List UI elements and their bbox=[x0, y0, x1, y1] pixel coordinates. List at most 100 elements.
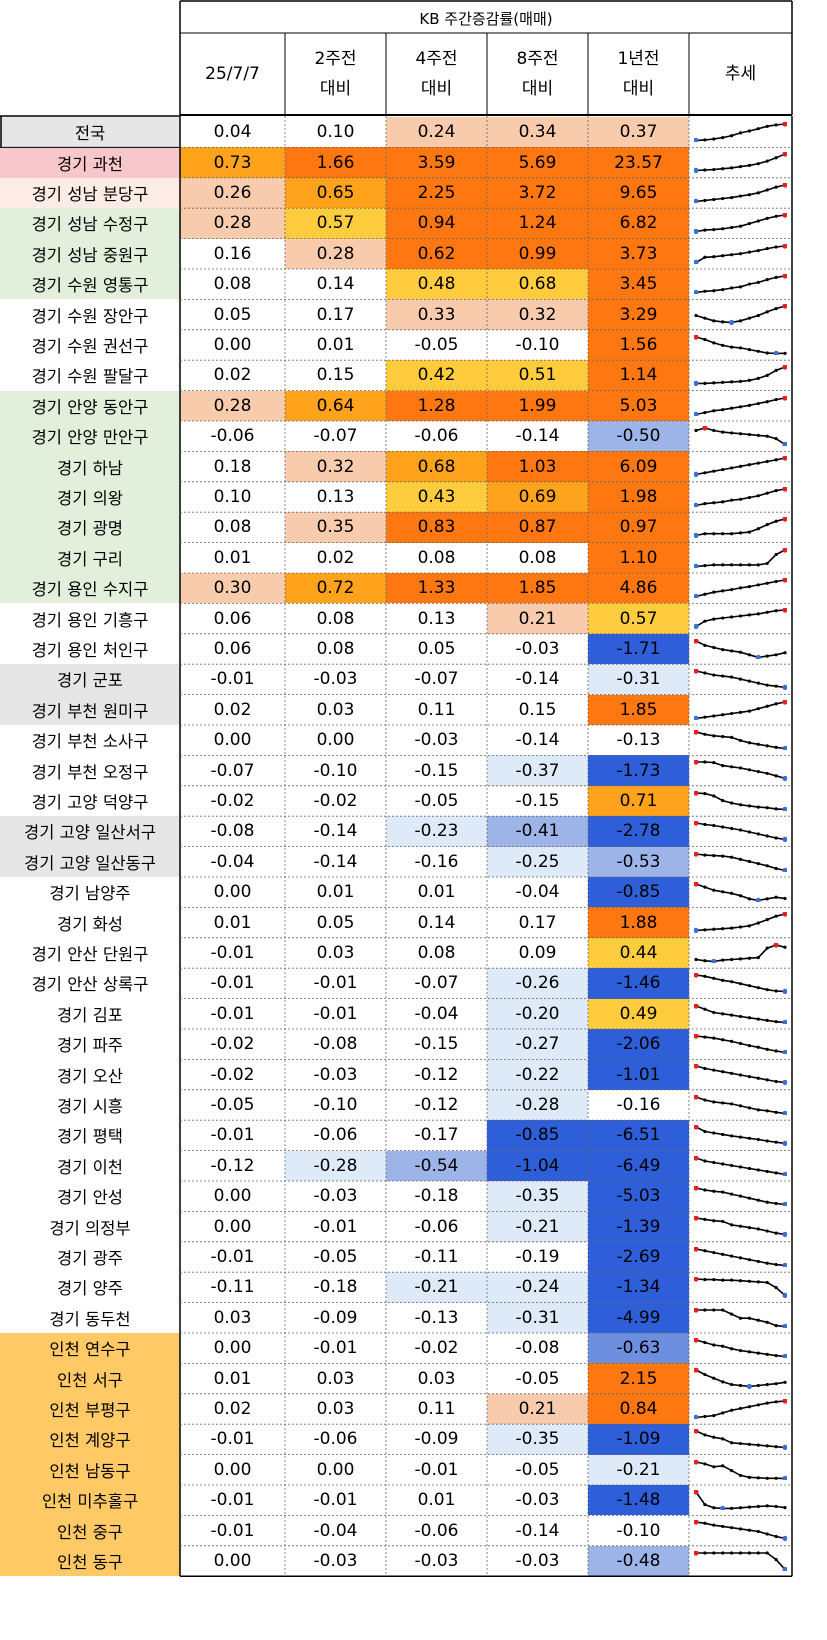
trend-point bbox=[712, 168, 716, 172]
trend-point bbox=[774, 275, 778, 279]
trend-min-marker bbox=[694, 502, 699, 508]
trend-point bbox=[703, 671, 707, 675]
trend-point bbox=[730, 252, 734, 256]
trend-point bbox=[774, 774, 778, 778]
trend-sparkline bbox=[694, 669, 787, 690]
trend-line bbox=[695, 1156, 786, 1175]
trend-point bbox=[703, 1340, 707, 1345]
value-1y: -2.78 bbox=[588, 816, 689, 847]
value-2w: 0.10 bbox=[316, 122, 355, 143]
region-name: 경기 용인 기흥구 bbox=[31, 610, 149, 630]
trend-line bbox=[696, 366, 786, 385]
value-8w: -0.08 bbox=[515, 1338, 560, 1359]
trend-max-marker bbox=[694, 669, 699, 674]
trend-point bbox=[738, 224, 743, 228]
trend-point bbox=[730, 1383, 734, 1387]
region-name: 경기 부천 오정구 bbox=[31, 762, 149, 782]
trend-point bbox=[747, 250, 751, 254]
trend-point bbox=[774, 488, 778, 492]
trend-point bbox=[703, 958, 707, 963]
trend-point bbox=[694, 169, 698, 173]
trend-sparkline bbox=[694, 517, 787, 538]
trend-point bbox=[783, 578, 787, 582]
value-8w: 1.85 bbox=[487, 573, 588, 604]
value-8w: -0.05 bbox=[515, 1459, 560, 1480]
trend-min-marker bbox=[782, 1019, 787, 1024]
region-name: 인천 연수구 bbox=[0, 1333, 180, 1364]
trend-point bbox=[783, 487, 787, 491]
value-8w: -0.14 bbox=[515, 730, 560, 751]
trend-point bbox=[756, 401, 760, 405]
trend-min-marker bbox=[746, 1384, 752, 1389]
value-latest: 0.06 bbox=[213, 638, 252, 659]
trend-max-marker bbox=[694, 1338, 699, 1343]
trend-point bbox=[703, 532, 707, 536]
value-1y: -0.53 bbox=[588, 846, 689, 877]
trend-point bbox=[774, 1170, 778, 1175]
value-2w: 0.72 bbox=[285, 573, 386, 604]
trend-point bbox=[765, 1504, 769, 1508]
trend-point bbox=[712, 1036, 716, 1040]
trend-point bbox=[756, 1384, 760, 1388]
trend-point bbox=[783, 1172, 787, 1176]
trend-point bbox=[694, 138, 698, 142]
value-2w: 1.66 bbox=[285, 147, 386, 178]
trend-point bbox=[721, 735, 725, 739]
value-latest: -0.06 bbox=[210, 426, 255, 447]
trend-point bbox=[694, 1415, 698, 1419]
value-1y: 3.29 bbox=[588, 299, 689, 330]
trend-point bbox=[730, 380, 734, 384]
trend-point bbox=[730, 615, 734, 619]
trend-point bbox=[783, 351, 787, 355]
value-2w: 0.01 bbox=[316, 882, 355, 903]
trend-max-marker bbox=[782, 304, 787, 309]
trend-min-marker bbox=[782, 776, 787, 781]
trend-line bbox=[695, 427, 786, 446]
trend-max-marker bbox=[782, 243, 787, 249]
trend-sparkline bbox=[694, 486, 787, 508]
trend-max-marker bbox=[694, 1459, 699, 1465]
trend-point bbox=[774, 1445, 778, 1449]
trend-point bbox=[783, 1081, 787, 1085]
trend-point bbox=[694, 1034, 698, 1038]
trend-point bbox=[774, 437, 778, 441]
value-8w: 0.87 bbox=[487, 512, 588, 543]
region-name: 경기 남양주 bbox=[49, 884, 131, 904]
region-name: 경기 시흥 bbox=[57, 1096, 123, 1116]
trend-point bbox=[730, 1468, 734, 1472]
value-8w: -0.22 bbox=[487, 1059, 588, 1090]
trend-point bbox=[765, 863, 769, 867]
value-2w: 0.14 bbox=[316, 274, 355, 295]
trend-min-marker bbox=[782, 1140, 787, 1146]
trend-line bbox=[695, 184, 786, 202]
value-4w: 3.59 bbox=[386, 147, 487, 178]
value-2w: 0.17 bbox=[316, 304, 355, 325]
trend-max-marker bbox=[694, 1490, 699, 1495]
value-4w: -0.06 bbox=[414, 1520, 459, 1541]
trend-point bbox=[774, 807, 778, 811]
trend-max-marker bbox=[694, 638, 699, 644]
trend-point bbox=[747, 562, 751, 567]
trend-sparkline bbox=[694, 304, 787, 325]
trend-point bbox=[730, 980, 734, 984]
trend-min-marker bbox=[694, 380, 699, 386]
trend-point bbox=[738, 531, 743, 535]
region-name: 경기 의정부 bbox=[49, 1218, 131, 1238]
trend-point bbox=[756, 655, 760, 659]
trend-point bbox=[694, 1064, 698, 1068]
table-title: KB 주간증감률(매매) bbox=[419, 9, 553, 28]
value-latest: -0.01 bbox=[210, 1490, 255, 1511]
trend-point bbox=[747, 282, 751, 286]
value-8w: -0.41 bbox=[487, 816, 588, 847]
trend-max-marker bbox=[694, 1520, 699, 1525]
value-4w: -0.07 bbox=[414, 669, 459, 690]
trend-point bbox=[738, 1551, 743, 1555]
column-header-line: 2주전 bbox=[314, 49, 357, 69]
region-name: 경기 파주 bbox=[57, 1036, 123, 1056]
trend-point bbox=[703, 1307, 707, 1312]
trend-point bbox=[703, 760, 707, 764]
trend-min-marker bbox=[694, 532, 699, 538]
value-latest: 0.30 bbox=[180, 573, 285, 604]
trend-point bbox=[712, 1068, 716, 1073]
value-1y: 1.98 bbox=[588, 481, 689, 513]
